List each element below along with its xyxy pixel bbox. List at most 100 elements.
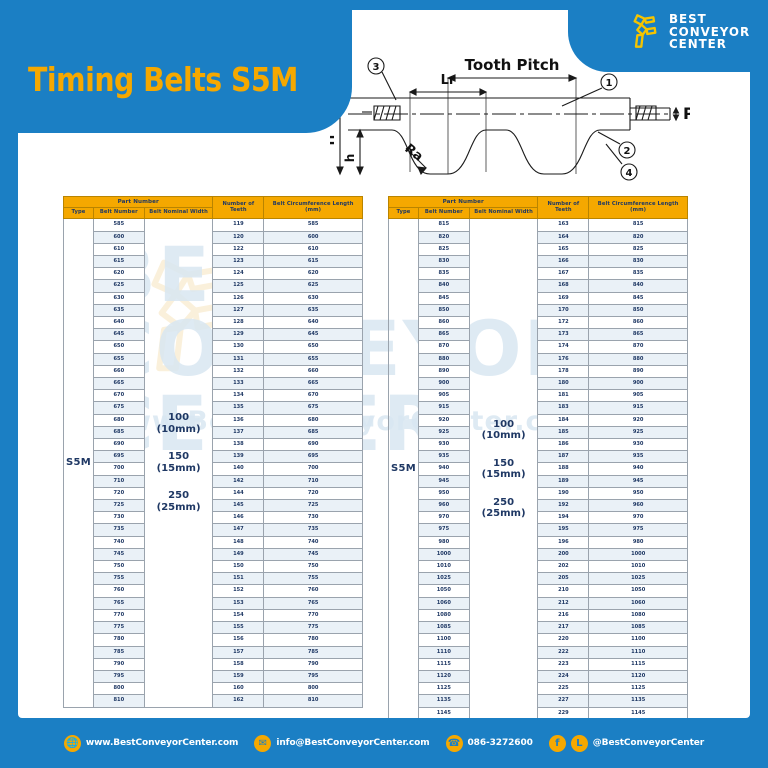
cell-belt-circumference-length: 865 <box>588 328 688 342</box>
cell-number-of-teeth: 223 <box>537 657 590 671</box>
table-row: 795 159 795 <box>64 669 363 684</box>
table-row: 1010 202 1010 <box>389 560 688 574</box>
conveyor-figure-icon <box>633 14 657 48</box>
cell-belt-circumference-length: 675 <box>263 401 363 415</box>
table-row: 1025 205 1025 <box>389 572 688 586</box>
table-row: 1050 210 1050 <box>389 584 688 598</box>
cell-belt-circumference-length: 1050 <box>588 584 688 598</box>
cell-belt-number: 900 <box>417 377 470 391</box>
table-row: 1000 200 1000 <box>389 547 688 562</box>
spec-table-right: Part Number Number of Teeth Belt Circumf… <box>387 195 688 720</box>
table-row: 1085 217 1085 <box>389 621 688 635</box>
spec-table-left: Part Number Number of Teeth Belt Circumf… <box>62 195 363 708</box>
table-row: 620 124 620 <box>64 267 363 281</box>
cell-belt-number: 950 <box>417 486 470 501</box>
table-row: 920 184 920 <box>389 413 688 427</box>
cell-number-of-teeth: 150 <box>212 560 265 574</box>
cell-belt-number: 625 <box>92 279 145 293</box>
table-row: 870 174 870 <box>389 340 688 354</box>
cell-belt-number: 1120 <box>417 669 470 684</box>
callout-1: 1 <box>606 78 613 89</box>
cell-belt-number: 1010 <box>417 560 470 574</box>
cell-belt-number: 820 <box>417 230 470 244</box>
cell-belt-circumference-length: 615 <box>263 254 363 269</box>
page-title: Timing Belts S5M <box>28 60 298 99</box>
facebook-icon[interactable]: f <box>548 734 566 752</box>
table-row: 765 153 765 <box>64 596 363 610</box>
table-row: 1135 227 1135 <box>389 694 688 708</box>
table-row: 840 168 840 <box>389 279 688 293</box>
cell-belt-circumference-length: 710 <box>263 474 363 488</box>
footer-email[interactable]: ✉ info@BestConveyorCenter.com <box>254 734 430 752</box>
cell-belt-circumference-length: 1060 <box>588 596 688 610</box>
nominal-width-option-2: 250 (25mm) <box>156 490 201 513</box>
cell-belt-circumference-length: 835 <box>588 267 688 281</box>
line-icon[interactable]: L <box>570 734 588 752</box>
cell-number-of-teeth: 187 <box>537 450 590 464</box>
table-row: 825 165 825 <box>389 242 688 257</box>
cell-belt-circumference-length: 810 <box>263 694 363 708</box>
cell-belt-number: 660 <box>92 364 145 379</box>
cell-number-of-teeth: 184 <box>537 413 590 427</box>
cell-belt-number: 945 <box>417 474 470 488</box>
cell-belt-number: 785 <box>92 645 145 659</box>
cell-number-of-teeth: 158 <box>212 657 265 671</box>
cell-belt-number: 745 <box>92 547 145 562</box>
cell-belt-circumference-length: 920 <box>588 413 688 427</box>
cell-number-of-teeth: 128 <box>212 316 265 330</box>
cell-number-of-teeth: 145 <box>212 499 265 513</box>
footer-phone[interactable]: ☎ 086-3272600 <box>445 734 533 752</box>
table-row: 785 157 785 <box>64 645 363 659</box>
cell-belt-number: 725 <box>92 499 145 513</box>
cell-number-of-teeth: 205 <box>537 572 590 586</box>
cell-belt-number: 1100 <box>417 633 470 647</box>
cell-belt-number: 800 <box>92 682 145 696</box>
table-header-right: Part Number Number of Teeth Belt Circumf… <box>387 195 688 220</box>
table-row: 670 134 670 <box>64 389 363 403</box>
brand-logo[interactable]: BEST CONVEYOR CENTER <box>626 12 754 52</box>
cell-number-of-teeth: 148 <box>212 535 265 549</box>
cell-belt-circumference-length: 700 <box>263 462 363 476</box>
cell-number-of-teeth: 186 <box>537 438 590 452</box>
cell-belt-circumference-length: 925 <box>588 425 688 440</box>
table-row: 630 126 630 <box>64 291 363 305</box>
cell-number-of-teeth: 152 <box>212 584 265 598</box>
cell-number-of-teeth: 135 <box>212 401 265 415</box>
nominal-width-option-0: 100 (10mm) <box>481 418 526 442</box>
cell-belt-circumference-length: 680 <box>263 413 363 427</box>
cell-number-of-teeth: 133 <box>212 377 265 391</box>
table-row: 665 133 665 <box>64 377 363 391</box>
table-row: 650 130 650 <box>64 340 363 354</box>
cell-belt-number: 775 <box>92 621 145 635</box>
footer-website[interactable]: 🌐 www.BestConveyorCenter.com <box>63 734 238 752</box>
cell-number-of-teeth: 130 <box>212 340 265 354</box>
cell-number-of-teeth: 157 <box>212 645 265 659</box>
cell-belt-number: 835 <box>417 267 470 281</box>
cell-belt-number: 830 <box>417 254 470 269</box>
cell-belt-number: 645 <box>92 328 145 342</box>
cell-number-of-teeth: 144 <box>212 486 265 501</box>
cell-number-of-teeth: 138 <box>212 438 265 452</box>
cell-belt-number: 1000 <box>417 547 470 562</box>
cell-belt-number: 790 <box>92 657 145 671</box>
logo-banner <box>568 10 768 72</box>
cell-belt-circumference-length: 610 <box>263 242 363 257</box>
cell-belt-circumference-length: 930 <box>588 438 688 452</box>
header-type: Type <box>388 207 419 220</box>
cell-belt-circumference-length: 765 <box>263 596 363 610</box>
cell-belt-circumference-length: 850 <box>588 303 688 318</box>
cell-number-of-teeth: 185 <box>537 425 590 440</box>
cell-belt-number: 765 <box>92 596 145 610</box>
cell-type: S5M <box>388 218 419 720</box>
cell-belt-number: 620 <box>92 267 145 281</box>
cell-number-of-teeth: 124 <box>212 267 265 281</box>
cell-belt-number: 610 <box>92 242 145 257</box>
cell-number-of-teeth: 172 <box>537 316 590 330</box>
nominal-width-option-2: 250 (25mm) <box>481 496 526 520</box>
cell-belt-circumference-length: 735 <box>263 523 363 537</box>
footer-social[interactable]: f L @BestConveyorCenter <box>548 734 704 752</box>
cell-belt-nominal-width: 100 (10mm) 150 (15mm) 250 (25mm) <box>143 218 214 708</box>
cell-belt-circumference-length: 740 <box>263 535 363 549</box>
table-row: 690 138 690 <box>64 438 363 452</box>
